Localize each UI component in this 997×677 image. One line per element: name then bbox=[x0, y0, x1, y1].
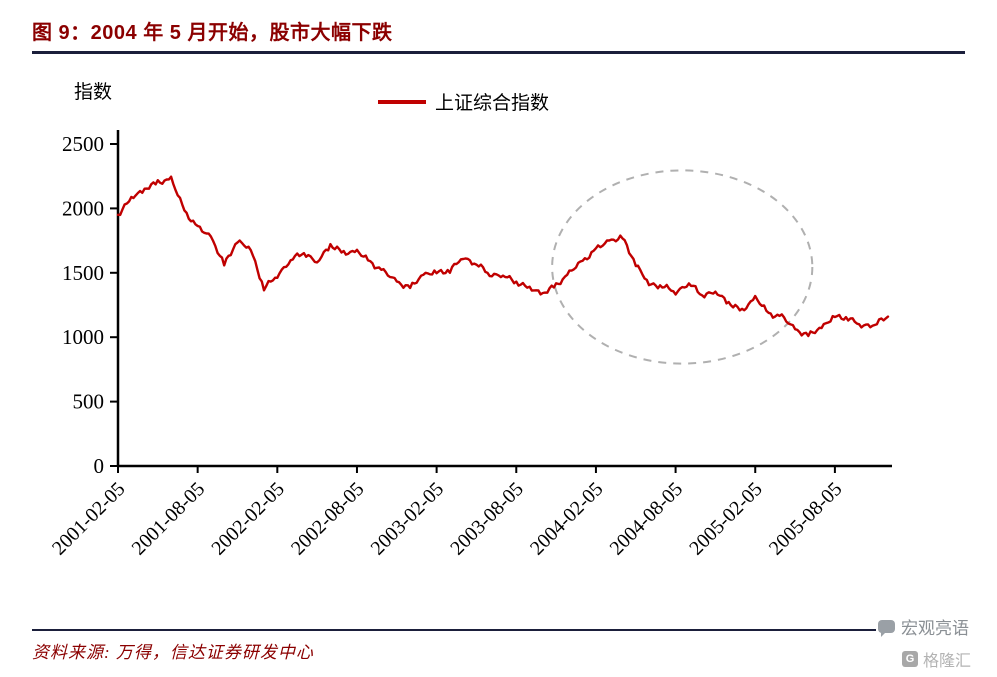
y-tick-label: 2000 bbox=[62, 196, 104, 220]
legend-label: 上证综合指数 bbox=[435, 92, 549, 114]
y-tick-label: 0 bbox=[94, 454, 105, 478]
title-divider bbox=[32, 51, 965, 54]
x-tick-label: 2003-08-05 bbox=[446, 478, 528, 560]
gelonghui-watermark: G 格隆汇 bbox=[876, 647, 971, 671]
x-tick-label: 2004-08-05 bbox=[606, 478, 688, 560]
x-tick-label: 2001-08-05 bbox=[128, 478, 210, 560]
footer-divider bbox=[32, 629, 965, 631]
data-source-note: 资料来源: 万得，信达证券研发中心 bbox=[32, 643, 314, 662]
y-tick-label: 1000 bbox=[62, 325, 104, 349]
speech-bubble-icon bbox=[878, 620, 895, 637]
figure-title: 图 9：2004 年 5 月开始，股市大幅下跌 bbox=[32, 22, 393, 44]
x-tick-label: 2002-08-05 bbox=[287, 478, 369, 560]
x-tick-label: 2004-02-05 bbox=[526, 478, 608, 560]
shanghai-composite-line-chart: 指数上证综合指数050010001500200025002001-02-0520… bbox=[48, 81, 892, 560]
x-tick-label: 2005-08-05 bbox=[765, 478, 847, 560]
gelonghui-brand-text: 格隆汇 bbox=[922, 653, 971, 670]
y-tick-label: 2500 bbox=[62, 132, 104, 156]
macro-brand-text: 宏观亮语 bbox=[901, 619, 969, 638]
watermarks: 宏观亮语 G 格隆汇 bbox=[876, 612, 971, 671]
y-tick-label: 1500 bbox=[62, 261, 104, 285]
x-tick-label: 2001-02-05 bbox=[48, 478, 130, 560]
macro-brand-watermark: 宏观亮语 bbox=[876, 612, 971, 641]
x-tick-label: 2002-02-05 bbox=[207, 478, 289, 560]
series-line bbox=[116, 175, 890, 338]
gelonghui-logo-icon: G bbox=[901, 651, 918, 667]
chart-area: 指数 上证综合指数 0 500 1000 1500 2000 2500 2001-02-05 20… bbox=[0, 54, 997, 606]
x-tick-label: 2005-02-05 bbox=[685, 478, 767, 560]
highlight-ellipse bbox=[551, 169, 814, 365]
y-axis-title: 指数 bbox=[74, 81, 112, 103]
x-tick-label: 2003-02-05 bbox=[367, 478, 449, 560]
y-tick-label: 500 bbox=[73, 390, 105, 414]
